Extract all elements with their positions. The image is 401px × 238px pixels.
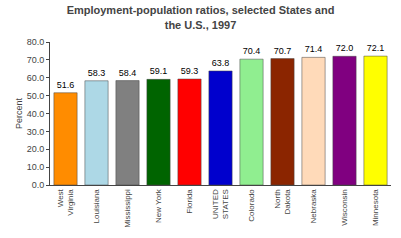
- svg-text:30.0: 30.0: [27, 127, 45, 137]
- svg-text:59.1: 59.1: [150, 66, 168, 76]
- svg-text:80.0: 80.0: [27, 37, 45, 47]
- svg-text:Florida: Florida: [185, 189, 194, 214]
- svg-text:Nebraska: Nebraska: [309, 189, 318, 224]
- svg-text:63.8: 63.8: [212, 58, 230, 68]
- svg-text:70.4: 70.4: [243, 46, 261, 56]
- svg-text:0.0: 0.0: [32, 180, 45, 190]
- svg-text:51.6: 51.6: [57, 80, 75, 90]
- svg-text:59.3: 59.3: [181, 66, 199, 76]
- svg-text:10.0: 10.0: [27, 162, 45, 172]
- svg-text:71.4: 71.4: [305, 44, 323, 54]
- svg-text:Louisiana: Louisiana: [92, 189, 101, 224]
- svg-text:New York: New York: [154, 188, 163, 223]
- svg-text:72.1: 72.1: [367, 43, 385, 53]
- svg-text:50.0: 50.0: [27, 91, 45, 101]
- svg-text:70.7: 70.7: [274, 46, 292, 56]
- svg-text:Wisconsin: Wisconsin: [340, 189, 349, 225]
- svg-text:20.0: 20.0: [27, 144, 45, 154]
- svg-text:58.4: 58.4: [119, 68, 137, 78]
- svg-text:WestVirginia: WestVirginia: [56, 188, 75, 215]
- svg-text:Colorado: Colorado: [247, 189, 256, 222]
- svg-text:60.0: 60.0: [27, 73, 45, 83]
- svg-text:UNITEDSTATES: UNITEDSTATES: [211, 189, 230, 219]
- svg-text:Mississippi: Mississippi: [123, 189, 132, 228]
- svg-text:58.3: 58.3: [88, 68, 106, 78]
- svg-text:Employment-population ratios,: Employment-population ratios, selected S…: [67, 4, 335, 30]
- svg-text:Minnesota: Minnesota: [371, 189, 380, 226]
- svg-text:40.0: 40.0: [27, 109, 45, 119]
- svg-text:Percent: Percent: [14, 97, 24, 129]
- svg-text:NorthDakota: NorthDakota: [273, 189, 292, 215]
- svg-text:72.0: 72.0: [336, 43, 354, 53]
- svg-text:70.0: 70.0: [27, 55, 45, 65]
